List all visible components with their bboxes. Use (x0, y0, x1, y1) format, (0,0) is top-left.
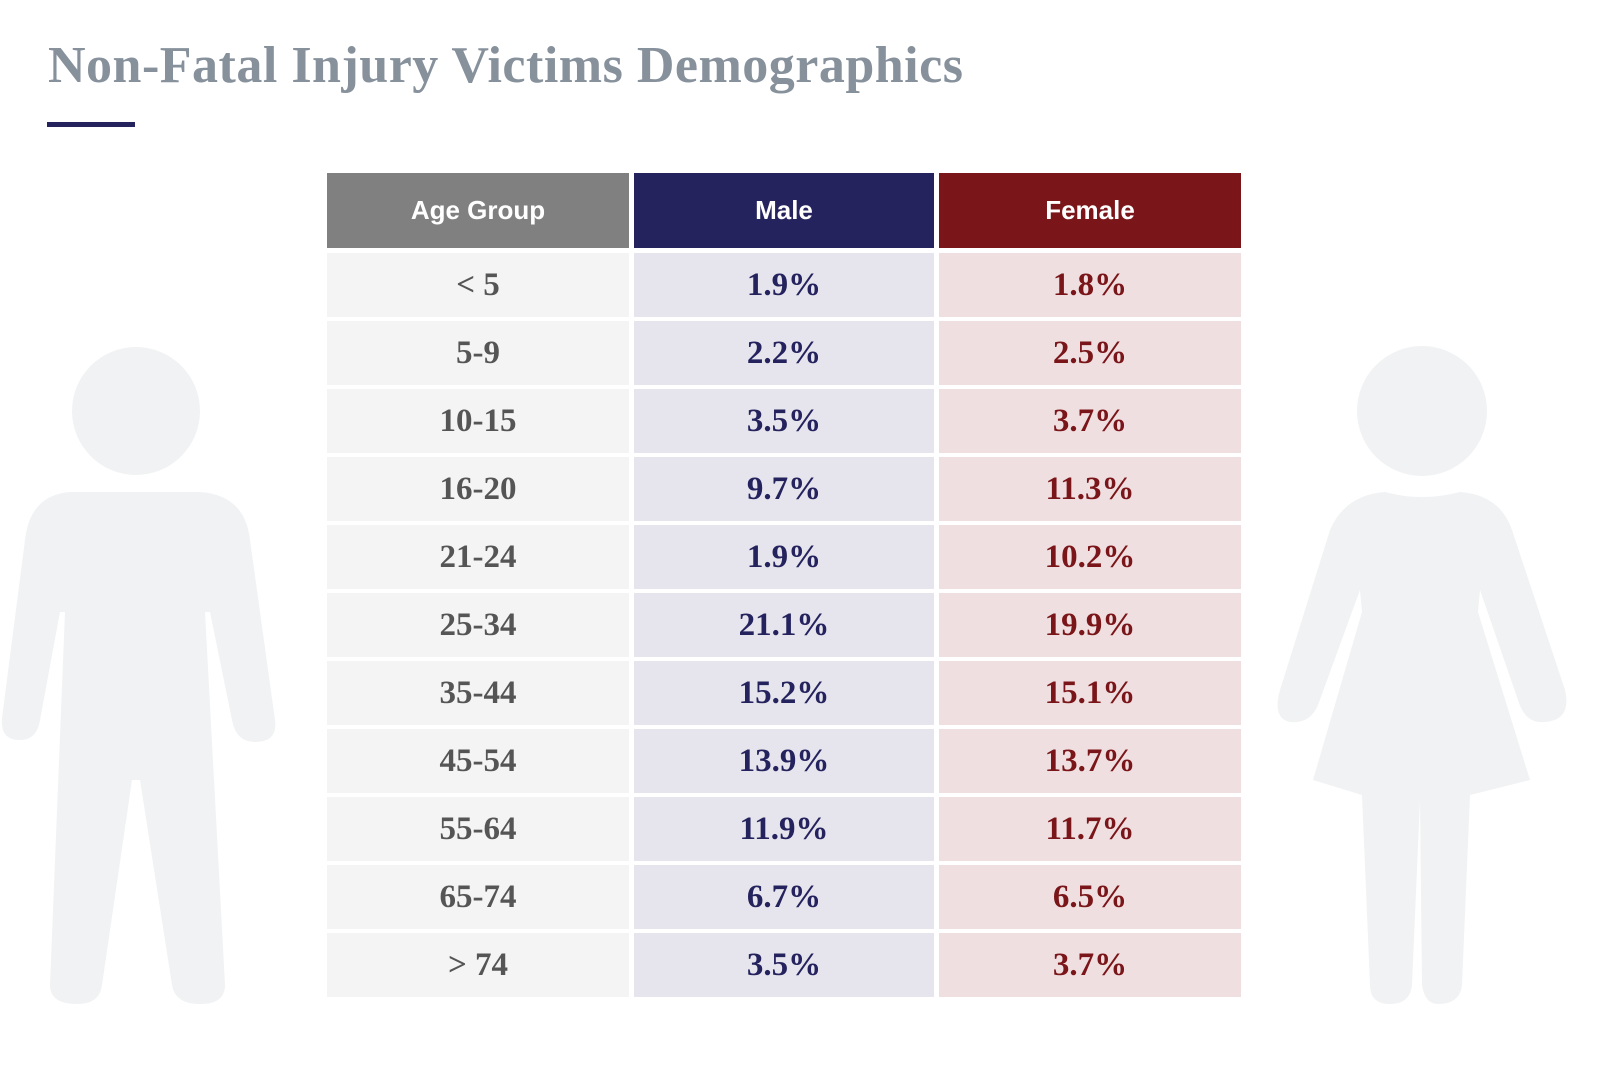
header-cell: Male (634, 173, 934, 248)
value-cell: 11.3% (939, 457, 1241, 521)
age-cell: 65-74 (327, 865, 629, 929)
age-cell: 21-24 (327, 525, 629, 589)
value-cell: 15.1% (939, 661, 1241, 725)
value-cell: 6.5% (939, 865, 1241, 929)
age-cell: 5-9 (327, 321, 629, 385)
value-cell: 1.9% (634, 525, 934, 589)
value-cell: 9.7% (634, 457, 934, 521)
page-title: Non-Fatal Injury Victims Demographics (48, 37, 964, 94)
value-cell: 10.2% (939, 525, 1241, 589)
value-cell: 11.9% (634, 797, 934, 861)
value-cell: 15.2% (634, 661, 934, 725)
title-underline (47, 122, 135, 127)
value-cell: 3.7% (939, 933, 1241, 997)
value-cell: 13.9% (634, 729, 934, 793)
value-cell: 11.7% (939, 797, 1241, 861)
value-cell: 1.9% (634, 253, 934, 317)
age-cell: 45-54 (327, 729, 629, 793)
header-cell: Age Group (327, 173, 629, 248)
value-cell: 2.2% (634, 321, 934, 385)
value-cell: 3.7% (939, 389, 1241, 453)
value-cell: 13.7% (939, 729, 1241, 793)
age-cell: > 74 (327, 933, 629, 997)
age-cell: 10-15 (327, 389, 629, 453)
value-cell: 19.9% (939, 593, 1241, 657)
female-figure (1277, 346, 1567, 1004)
value-cell: 2.5% (939, 321, 1241, 385)
value-cell: 3.5% (634, 933, 934, 997)
age-cell: < 5 (327, 253, 629, 317)
male-figure (1, 347, 276, 1004)
header-cell: Female (939, 173, 1241, 248)
age-cell: 25-34 (327, 593, 629, 657)
value-cell: 21.1% (634, 593, 934, 657)
age-cell: 55-64 (327, 797, 629, 861)
age-cell: 16-20 (327, 457, 629, 521)
value-cell: 6.7% (634, 865, 934, 929)
value-cell: 1.8% (939, 253, 1241, 317)
value-cell: 3.5% (634, 389, 934, 453)
age-cell: 35-44 (327, 661, 629, 725)
